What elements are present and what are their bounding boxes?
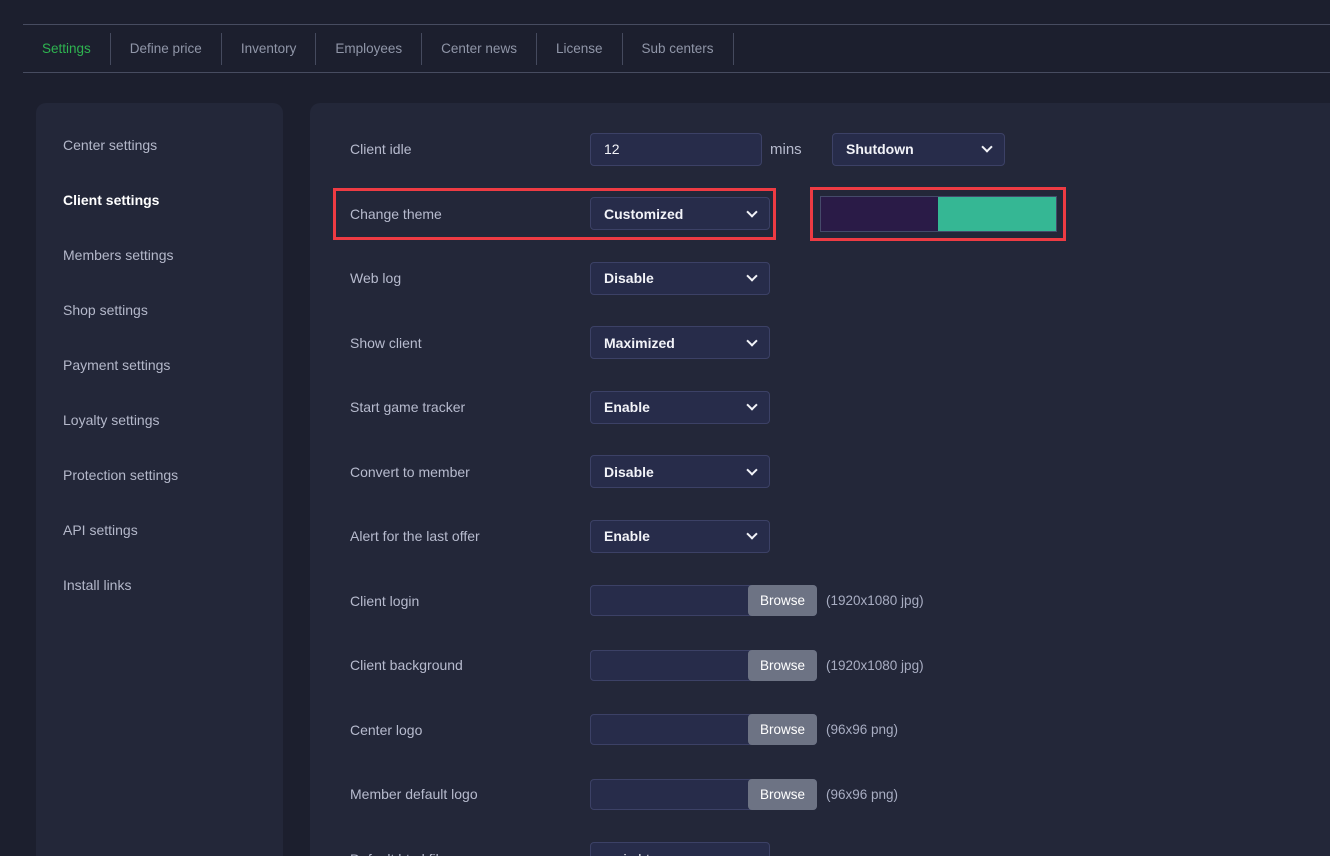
- client-login-hint: (1920x1080 jpg): [826, 593, 924, 609]
- theme-colors-highlight-box: [810, 186, 1066, 241]
- chevron-down-icon: [746, 335, 758, 347]
- client-idle-action-dropdown[interactable]: Shutdown: [832, 132, 1005, 166]
- row-center-logo: Center logo Browse (96x96 png): [350, 698, 1330, 763]
- center-logo-file-group: Browse: [590, 714, 817, 746]
- show-client-label: Show client: [350, 334, 422, 351]
- show-client-value: Maximized: [604, 334, 675, 351]
- sidebar-item-install-links[interactable]: Install links: [63, 576, 132, 593]
- client-login-browse-button[interactable]: Browse: [748, 585, 817, 617]
- sidebar-item-client-settings[interactable]: Client settings: [63, 191, 160, 208]
- tab-license[interactable]: License: [537, 32, 623, 65]
- sidebar-item-loyalty-settings[interactable]: Loyalty settings: [63, 411, 160, 428]
- top-navigation: Settings Define price Inventory Employee…: [0, 0, 1330, 75]
- convert-to-member-value: Disable: [604, 463, 654, 480]
- member-default-logo-label: Member default logo: [350, 786, 478, 803]
- start-game-tracker-dropdown[interactable]: Enable: [590, 390, 770, 424]
- row-start-game-tracker: Start game tracker Enable: [350, 375, 1330, 440]
- web-log-dropdown[interactable]: Disable: [590, 261, 770, 295]
- sidebar-item-payment-settings[interactable]: Payment settings: [63, 356, 171, 373]
- chevron-down-icon: [746, 399, 758, 411]
- change-theme-label: Change theme: [350, 205, 442, 222]
- sidebar-item-center-settings[interactable]: Center settings: [63, 136, 158, 153]
- client-background-browse-button[interactable]: Browse: [748, 649, 817, 681]
- client-idle-input[interactable]: [590, 132, 762, 166]
- client-login-file-group: Browse: [590, 585, 817, 617]
- client-login-label: Client login: [350, 592, 420, 609]
- default-html-file-label: Default html file: [350, 851, 590, 856]
- settings-sidebar: Center settings Client settings Members …: [36, 103, 283, 856]
- chevron-down-icon: [981, 141, 993, 153]
- center-logo-hint: (96x96 png): [826, 722, 899, 738]
- row-default-html-file: Default html file: [350, 827, 1330, 856]
- tab-inventory[interactable]: Inventory: [222, 32, 317, 65]
- change-theme-value: Customized: [604, 205, 684, 222]
- theme-color-preview[interactable]: [819, 195, 1057, 232]
- row-client-background: Client background Browse (1920x1080 jpg): [350, 633, 1330, 698]
- row-convert-to-member: Convert to member Disable: [350, 440, 1330, 505]
- client-settings-panel: Client idle mins Shutdown Change theme C…: [310, 103, 1330, 856]
- chevron-down-icon: [746, 270, 758, 282]
- row-alert-last-offer: Alert for the last offer Enable: [350, 504, 1330, 569]
- start-game-tracker-value: Enable: [604, 399, 650, 416]
- row-client-login: Client login Browse (1920x1080 jpg): [350, 569, 1330, 634]
- client-background-hint: (1920x1080 jpg): [826, 657, 924, 673]
- change-theme-highlight-box: Change theme Customized: [333, 187, 776, 240]
- change-theme-dropdown[interactable]: Customized: [590, 197, 770, 231]
- row-member-default-logo: Member default logo Browse (96x96 png): [350, 762, 1330, 827]
- chevron-down-icon: [746, 206, 758, 218]
- client-idle-unit-label: mins: [770, 140, 802, 158]
- row-web-log: Web log Disable: [350, 246, 1330, 311]
- member-default-logo-hint: (96x96 png): [826, 786, 899, 802]
- chevron-down-icon: [746, 528, 758, 540]
- row-show-client: Show client Maximized: [350, 311, 1330, 376]
- convert-to-member-label: Convert to member: [350, 463, 470, 480]
- member-default-logo-file-group: Browse: [590, 778, 817, 810]
- sidebar-item-shop-settings[interactable]: Shop settings: [63, 301, 148, 318]
- chevron-down-icon: [746, 464, 758, 476]
- default-html-file-input[interactable]: [590, 842, 770, 856]
- web-log-label: Web log: [350, 270, 402, 287]
- alert-last-offer-value: Enable: [604, 528, 650, 545]
- center-logo-label: Center logo: [350, 721, 423, 738]
- sidebar-item-api-settings[interactable]: API settings: [63, 521, 138, 538]
- sidebar-item-protection-settings[interactable]: Protection settings: [63, 466, 179, 483]
- tab-sub-centers[interactable]: Sub centers: [623, 32, 734, 65]
- alert-last-offer-dropdown[interactable]: Enable: [590, 519, 770, 553]
- client-background-file-group: Browse: [590, 649, 817, 681]
- tab-define-price[interactable]: Define price: [111, 32, 222, 65]
- web-log-value: Disable: [604, 270, 654, 287]
- show-client-dropdown[interactable]: Maximized: [590, 326, 770, 360]
- convert-to-member-dropdown[interactable]: Disable: [590, 455, 770, 489]
- theme-secondary-color-swatch[interactable]: [937, 196, 1056, 231]
- alert-last-offer-label: Alert for the last offer: [350, 528, 480, 545]
- row-client-idle: Client idle mins Shutdown: [350, 117, 1330, 182]
- tab-bar: Settings Define price Inventory Employee…: [23, 24, 1330, 73]
- theme-primary-color-swatch[interactable]: [820, 196, 938, 231]
- client-idle-action-value: Shutdown: [846, 141, 914, 158]
- tab-center-news[interactable]: Center news: [422, 32, 537, 65]
- sidebar-item-members-settings[interactable]: Members settings: [63, 246, 174, 263]
- center-logo-browse-button[interactable]: Browse: [748, 714, 817, 746]
- tab-settings[interactable]: Settings: [23, 32, 111, 65]
- row-change-theme: Change theme Customized: [333, 182, 1330, 247]
- start-game-tracker-label: Start game tracker: [350, 399, 466, 416]
- client-background-label: Client background: [350, 657, 463, 674]
- member-default-logo-browse-button[interactable]: Browse: [748, 778, 817, 810]
- client-idle-label: Client idle: [350, 141, 412, 158]
- tab-employees[interactable]: Employees: [316, 32, 423, 65]
